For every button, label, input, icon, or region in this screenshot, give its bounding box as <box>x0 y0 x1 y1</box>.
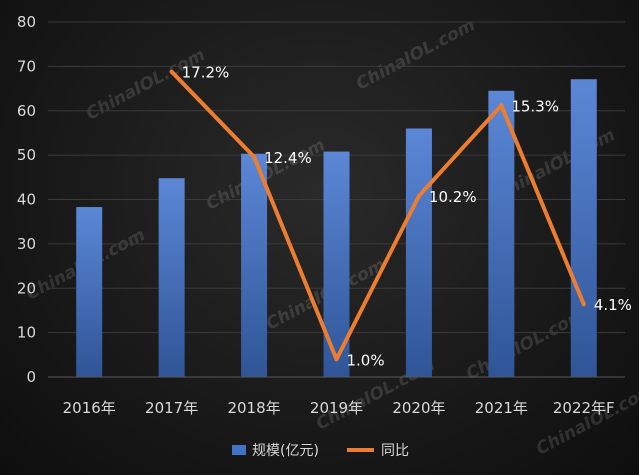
watermark-text: ChinaIOL.com <box>353 15 479 94</box>
data-label: 1.0% <box>347 351 385 369</box>
legend-line-label: 同比 <box>381 443 409 459</box>
line-point <box>252 154 257 159</box>
x-tick-label: 2019年 <box>310 399 363 417</box>
y-tick-label: 20 <box>17 279 36 297</box>
y-tick-label: 50 <box>17 146 36 164</box>
y-tick-label: 80 <box>17 13 36 31</box>
legend: 规模(亿元) 同比 <box>232 443 409 459</box>
x-tick-label: 2017年 <box>145 399 198 417</box>
data-label: 15.3% <box>511 97 559 115</box>
y-tick-label: 70 <box>17 57 36 75</box>
bar <box>158 178 185 377</box>
y-axis-ticks: 0 10 20 30 40 50 60 70 80 <box>17 13 36 386</box>
bar <box>405 128 432 377</box>
bar <box>570 79 597 378</box>
yoy-line <box>169 69 586 362</box>
line-point <box>499 103 504 108</box>
y-tick-label: 60 <box>17 102 36 120</box>
data-label: 17.2% <box>182 64 230 82</box>
watermark-text: ChinaIOL.com <box>463 305 589 384</box>
line-point <box>581 302 586 307</box>
x-tick-label: 2018年 <box>227 399 280 417</box>
x-tick-label: 2020年 <box>392 399 445 417</box>
line-point <box>334 357 339 362</box>
watermark-text: ChinaIOL.com <box>533 380 639 459</box>
legend-bar-label: 规模(亿元) <box>252 443 319 459</box>
bar <box>76 207 103 377</box>
x-tick-label: 2021年 <box>475 399 528 417</box>
line-series <box>169 69 586 362</box>
data-label: 12.4% <box>264 149 312 167</box>
x-axis: 2016年 2017年 2018年 2019年 2020年 2021年 2022年F <box>48 376 625 417</box>
line-point <box>169 69 174 74</box>
data-labels: 17.2% 12.4% 1.0% 10.2% 15.3% 4.1% <box>182 64 632 370</box>
bar <box>241 153 268 377</box>
y-tick-label: 10 <box>17 324 36 342</box>
data-label: 4.1% <box>594 296 632 314</box>
x-tick-label: 2022年F <box>553 399 615 417</box>
line-point <box>416 193 421 198</box>
watermark-text: ChinaIOL.com <box>83 45 209 124</box>
y-tick-label: 0 <box>26 368 36 386</box>
x-tick-label: 2016年 <box>63 399 116 417</box>
legend-bar-swatch <box>232 445 246 455</box>
y-tick-label: 40 <box>17 191 36 209</box>
data-label: 10.2% <box>429 188 477 206</box>
bar <box>488 90 515 377</box>
y-tick-label: 30 <box>17 235 36 253</box>
